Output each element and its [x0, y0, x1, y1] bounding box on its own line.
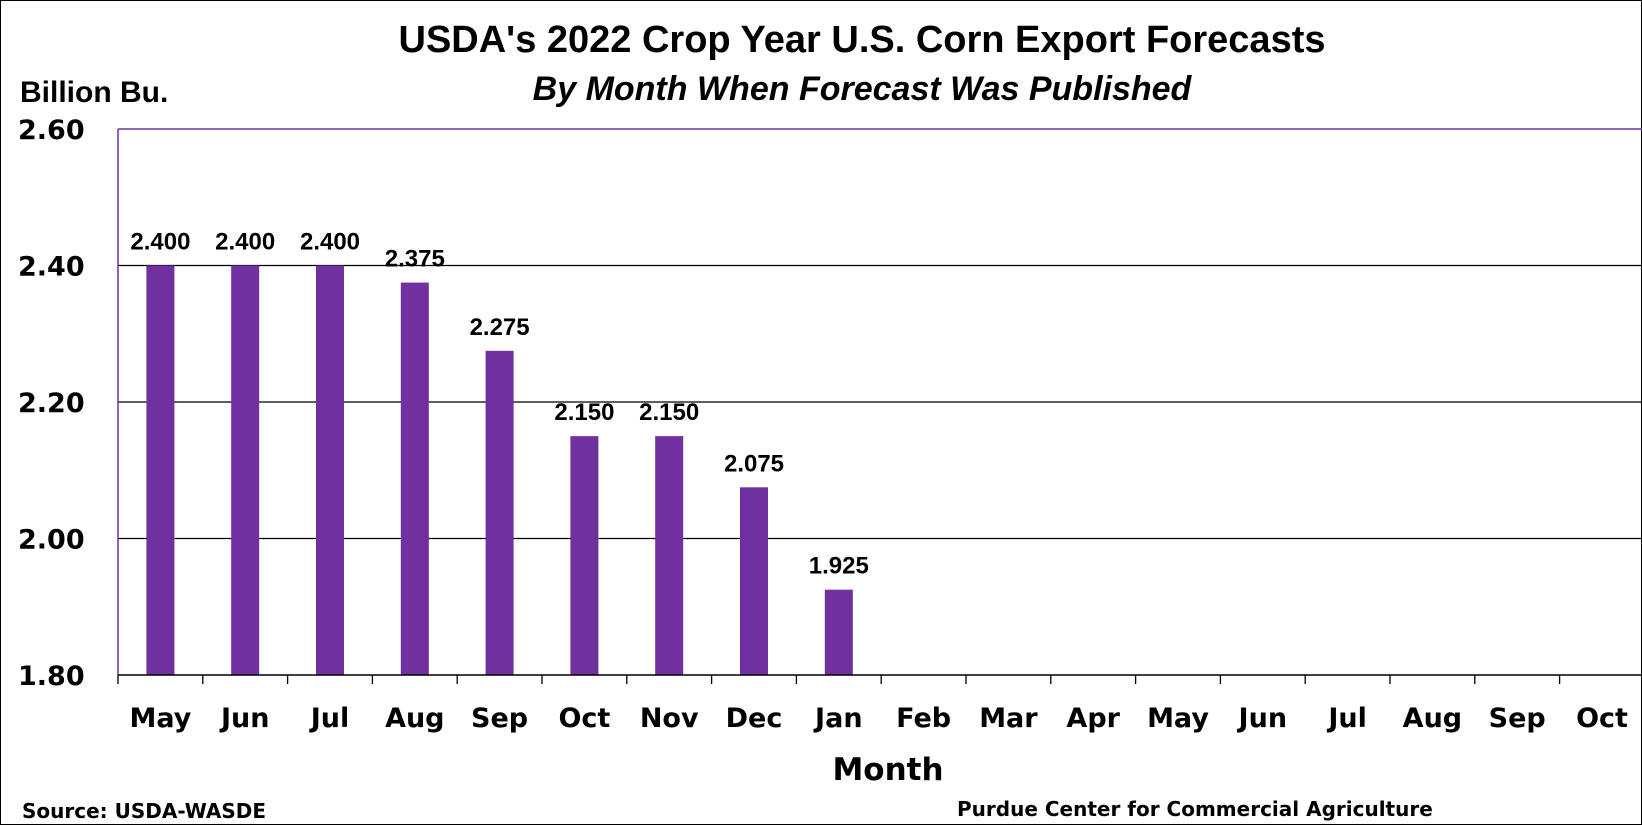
data-label: 2.075 [724, 450, 784, 477]
y-tick-label: 1.80 [18, 661, 85, 692]
bar [231, 265, 260, 675]
x-tick-label: Dec [726, 703, 783, 734]
x-tick-label: May [1147, 703, 1209, 734]
data-label: 2.275 [470, 314, 530, 341]
gridlines [118, 264, 1642, 540]
bar [316, 265, 344, 675]
y-tick-label: 2.00 [18, 525, 85, 556]
x-tick-label: Jul [309, 703, 350, 734]
x-tick-label: Jul [1326, 703, 1367, 734]
y-tick-label: 2.40 [18, 252, 85, 283]
x-tick-label: Sep [1489, 703, 1546, 734]
data-label: 2.400 [130, 229, 190, 256]
bar [824, 589, 853, 675]
bar [485, 350, 514, 675]
chart-title: USDA's 2022 Crop Year U.S. Corn Export F… [399, 19, 1326, 61]
data-label: 2.375 [385, 246, 445, 273]
credit-note: Purdue Center for Commercial Agriculture [957, 797, 1433, 821]
source-note: Source: USDA-WASDE [22, 799, 266, 823]
x-tick-label: Sep [471, 703, 528, 734]
x-tick-label: Aug [385, 703, 444, 734]
y-axis-unit-label: Billion Bu. [20, 76, 168, 109]
y-tick-label: 2.20 [18, 388, 85, 419]
x-tick-label: Oct [558, 703, 610, 734]
bar [570, 436, 599, 675]
data-label: 2.150 [554, 399, 614, 426]
x-tick-label: Jun [1237, 703, 1288, 734]
x-tick-label: Nov [640, 703, 699, 734]
data-label: 2.150 [639, 399, 699, 426]
x-tick-label: Jun [219, 703, 270, 734]
data-label: 2.400 [215, 229, 275, 256]
bar [740, 487, 768, 675]
bar [655, 436, 684, 675]
x-tick-label: Apr [1066, 703, 1120, 734]
data-label: 1.925 [809, 553, 869, 580]
axes: 1.80 2.00 2.20 2.40 2.60 May Jun Jul Aug Sep Oct No… [18, 115, 1642, 734]
chart-subtitle: By Month When Forecast Was Published [533, 70, 1193, 108]
x-tick-label: Feb [896, 703, 951, 734]
x-tick-label: Mar [979, 703, 1038, 734]
y-tick-label: 2.60 [18, 115, 85, 146]
x-tick-label: Aug [1403, 703, 1462, 734]
data-labels: 2.400 2.400 2.400 2.375 2.275 2.150 2.150 2.075… [130, 229, 868, 580]
data-label: 2.400 [300, 229, 360, 256]
bars [146, 265, 853, 675]
x-axis-label: Month [832, 752, 943, 788]
x-tick-label: Oct [1576, 703, 1628, 734]
bar [400, 282, 429, 675]
bar [146, 265, 175, 675]
x-tick-label: Jan [813, 703, 863, 734]
x-tick-label: May [129, 703, 191, 734]
